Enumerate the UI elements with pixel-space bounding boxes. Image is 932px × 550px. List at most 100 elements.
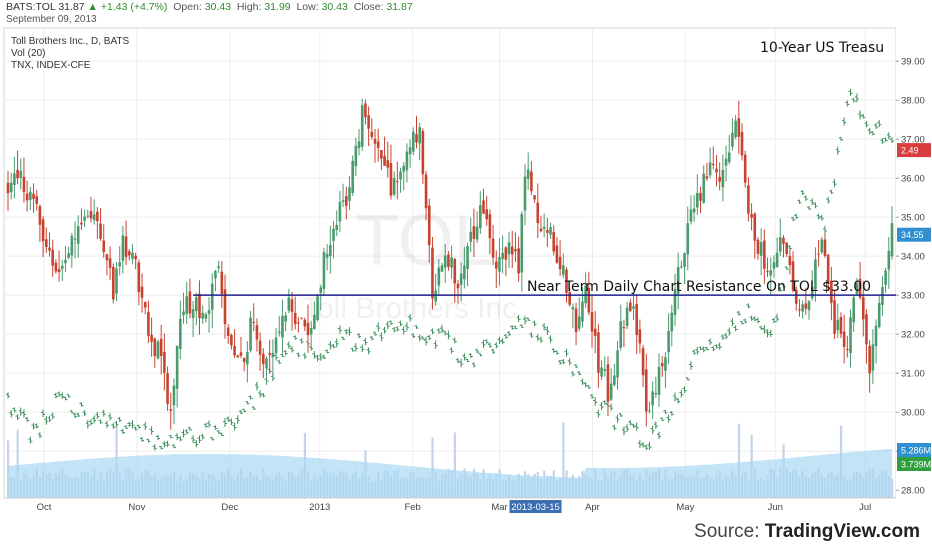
candle-body: [214, 270, 217, 279]
candle-body: [881, 287, 884, 305]
candle-body: [670, 312, 674, 332]
candle-body: [198, 293, 201, 319]
candle-body: [775, 252, 779, 268]
candle-body: [220, 271, 224, 294]
candle-body: [463, 265, 466, 280]
candle-body: [367, 115, 370, 129]
candle-body: [329, 245, 332, 257]
candle-body: [175, 345, 179, 389]
price-axis[interactable]: 39.00 38.00 37.00 36.00 35.00 34.00 33.00 32.00…: [896, 28, 932, 498]
candle-body: [868, 345, 871, 374]
candle-body: [711, 164, 715, 166]
candle-body: [491, 238, 495, 258]
candle-body: [791, 261, 795, 291]
candle-body: [415, 134, 418, 143]
volume-bar: [562, 422, 565, 498]
legend-main: Toll Brothers Inc., D, BATS: [11, 36, 130, 47]
candle-body: [450, 257, 453, 268]
candle-body: [479, 205, 482, 229]
candle-body: [852, 297, 856, 323]
volume-bar: [737, 423, 741, 498]
volume-ma-area: [8, 448, 892, 498]
candle-body: [530, 171, 533, 192]
candle-body: [651, 391, 654, 406]
close-value: 31.87: [386, 1, 413, 13]
candle-body: [344, 196, 348, 206]
candle-body: [788, 255, 792, 266]
ticker-symbol[interactable]: BATS:TOL: [6, 1, 56, 13]
candle-body: [861, 297, 865, 320]
candle-body: [306, 322, 310, 336]
candle-body: [549, 227, 552, 235]
candle-body: [466, 246, 469, 270]
candle-body: [348, 187, 351, 201]
candle-body: [316, 296, 319, 321]
candle-body: [702, 173, 706, 203]
candle-body: [121, 235, 125, 261]
candle-body: [236, 355, 240, 357]
candle-body: [300, 317, 303, 319]
candle-body: [172, 385, 176, 406]
candle-body: [737, 118, 741, 137]
plot-area[interactable]: [3, 27, 897, 499]
candle-body: [632, 306, 635, 309]
volume-bar: [16, 429, 19, 498]
last-price-tag-bg: [897, 227, 931, 242]
candle-body: [689, 209, 693, 222]
candle-body: [89, 211, 93, 219]
date-marker-bg: [509, 500, 562, 513]
candle-body: [619, 321, 623, 348]
candle-body: [447, 254, 450, 267]
candle-body: [147, 311, 150, 336]
candle-body: [159, 338, 163, 356]
candle-body: [134, 255, 137, 260]
candle-body: [309, 328, 313, 335]
tnx-series: [6, 89, 894, 451]
candle-body: [849, 317, 852, 353]
candle-body: [357, 141, 361, 149]
tnx-annotation[interactable]: 10-Year US Treasu: [760, 40, 884, 56]
candle-body: [779, 237, 782, 252]
candle-body: [284, 315, 287, 322]
candle-body: [297, 322, 300, 324]
resistance-annotation[interactable]: Near Term Daily Chart Resistance On TOL …: [527, 279, 871, 295]
candle-body: [411, 131, 415, 152]
candle-body: [54, 262, 58, 272]
candle-body: [402, 165, 406, 172]
candle-body: [194, 297, 198, 312]
candle-body: [804, 303, 808, 309]
source-prefix: Source:: [694, 521, 765, 542]
candle-body: [721, 169, 725, 188]
candle-body: [325, 253, 329, 258]
candle-body: [274, 337, 278, 354]
candle-body: [41, 219, 45, 242]
candle-body: [769, 270, 773, 276]
candle-body: [226, 327, 230, 336]
candle-body: [434, 290, 437, 302]
time-axis[interactable]: Oct Nov Dec 2013 Feb Mar Apr May Jun Jul 2013-03-1…: [4, 497, 896, 513]
candle-body: [341, 200, 345, 203]
candle-body: [772, 262, 776, 269]
candle-body: [456, 283, 460, 289]
date-marker-label[interactable]: 2013-03-15: [511, 502, 560, 513]
candle-body: [743, 154, 747, 183]
candle-body: [258, 340, 262, 355]
price-tick-label: 30.00: [901, 408, 925, 419]
candle-body: [523, 176, 527, 211]
candle-body: [782, 237, 785, 245]
candle-body: [118, 262, 121, 267]
candle-body: [475, 226, 479, 240]
candle-body: [13, 173, 16, 185]
candle-body: [437, 267, 441, 286]
candle-body: [57, 269, 61, 273]
up-arrow-icon: ▲: [87, 1, 98, 13]
candle-body: [277, 331, 281, 334]
candle-body: [396, 181, 399, 183]
candle-body: [648, 410, 651, 412]
candle-body: [38, 206, 42, 225]
candle-body: [293, 312, 297, 325]
candle-body: [606, 364, 610, 402]
candle-body: [839, 317, 843, 334]
candle-body: [731, 132, 734, 147]
